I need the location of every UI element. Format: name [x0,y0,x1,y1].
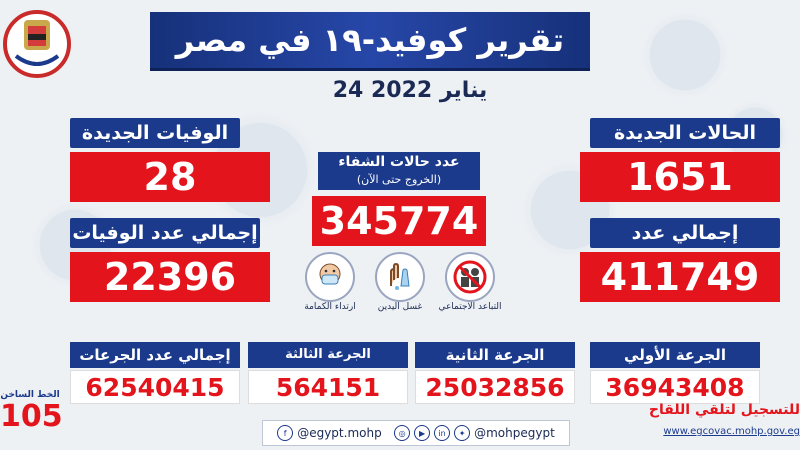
new-deaths-value: 28 [70,152,270,202]
recovered-label: عدد حالات الشفاء [338,154,460,170]
new-deaths-label: الوفيات الجديدة [70,118,240,148]
precaution-item: ارتداء الكمامة [295,252,365,324]
vaccine-label: إجمالي عدد الجرعات [70,342,240,368]
report-date: 24 يناير 2022 [332,78,488,103]
precaution-label: ارتداء الكمامة [304,302,356,312]
register-label: للتسجيل لتلقي اللقاح [648,402,800,418]
total-deaths-label: إجمالي عدد الوفيات [70,218,260,248]
recovered-value: 345774 [312,196,486,246]
hotline-label: الخط الساخن [0,390,60,400]
facebook-handle[interactable]: @egypt.mohp [297,426,382,440]
vaccine-value: 564151 [248,370,408,404]
youtube-icon: ▶ [414,425,431,441]
twitter-icon: ✦ [454,425,471,441]
page-title: تقرير كوفيد-١٩ في مصر [150,12,590,68]
linkedin-icon: in [434,425,451,441]
virus-decoration [640,10,730,100]
recovered-label-box: عدد حالات الشفاء (الخروج حتى الآن) [318,152,480,190]
precaution-item: غسل اليدين [365,252,435,324]
vaccine-value: 62540415 [70,370,240,404]
precaution-label: التباعد الاجتماعي [438,302,502,312]
total-cases-value: 411749 [580,252,780,302]
precautions-row: التباعد الاجتماعي غسل اليدين ارتداء الكم… [304,252,505,324]
vaccine-label: الجرعة الثانية [415,342,575,368]
total-deaths-value: 22396 [70,252,270,302]
social-distancing-icon [445,252,495,302]
precaution-item: التباعد الاجتماعي [435,252,505,324]
vaccine-value: 25032856 [415,370,575,404]
hand-washing-icon [375,252,425,302]
hotline-number: 105 [0,399,63,434]
register-link[interactable]: www.egcovac.mohp.gov.eg [663,426,800,437]
ministry-logo [2,6,72,80]
new-cases-value: 1651 [580,152,780,202]
vaccine-label: الجرعة الثالثة (التنشيطية) [248,342,408,388]
total-cases-label: إجمالي عدد المصابين [590,218,780,274]
precaution-label: غسل اليدين [377,302,423,312]
new-cases-label: الحالات الجديدة [590,118,780,148]
recovered-sublabel: (الخروج حتى الآن) [356,173,442,186]
vaccine-label: الجرعة الأولي [590,342,760,368]
facebook-handle-group: f @egypt.mohp [277,425,382,441]
social-handle-group: ◎ ▶ in ✦ @mohpegypt [394,425,555,441]
vaccine-value: 36943408 [590,370,760,404]
instagram-icon: ◎ [394,425,411,441]
social-footer: f @egypt.mohp ◎ ▶ in ✦ @mohpegypt [262,420,570,446]
face-mask-icon [305,252,355,302]
hotline-box: الخط الساخن 105 [0,390,63,448]
facebook-icon: f [277,425,294,441]
social-handle[interactable]: @mohpegypt [474,426,555,440]
